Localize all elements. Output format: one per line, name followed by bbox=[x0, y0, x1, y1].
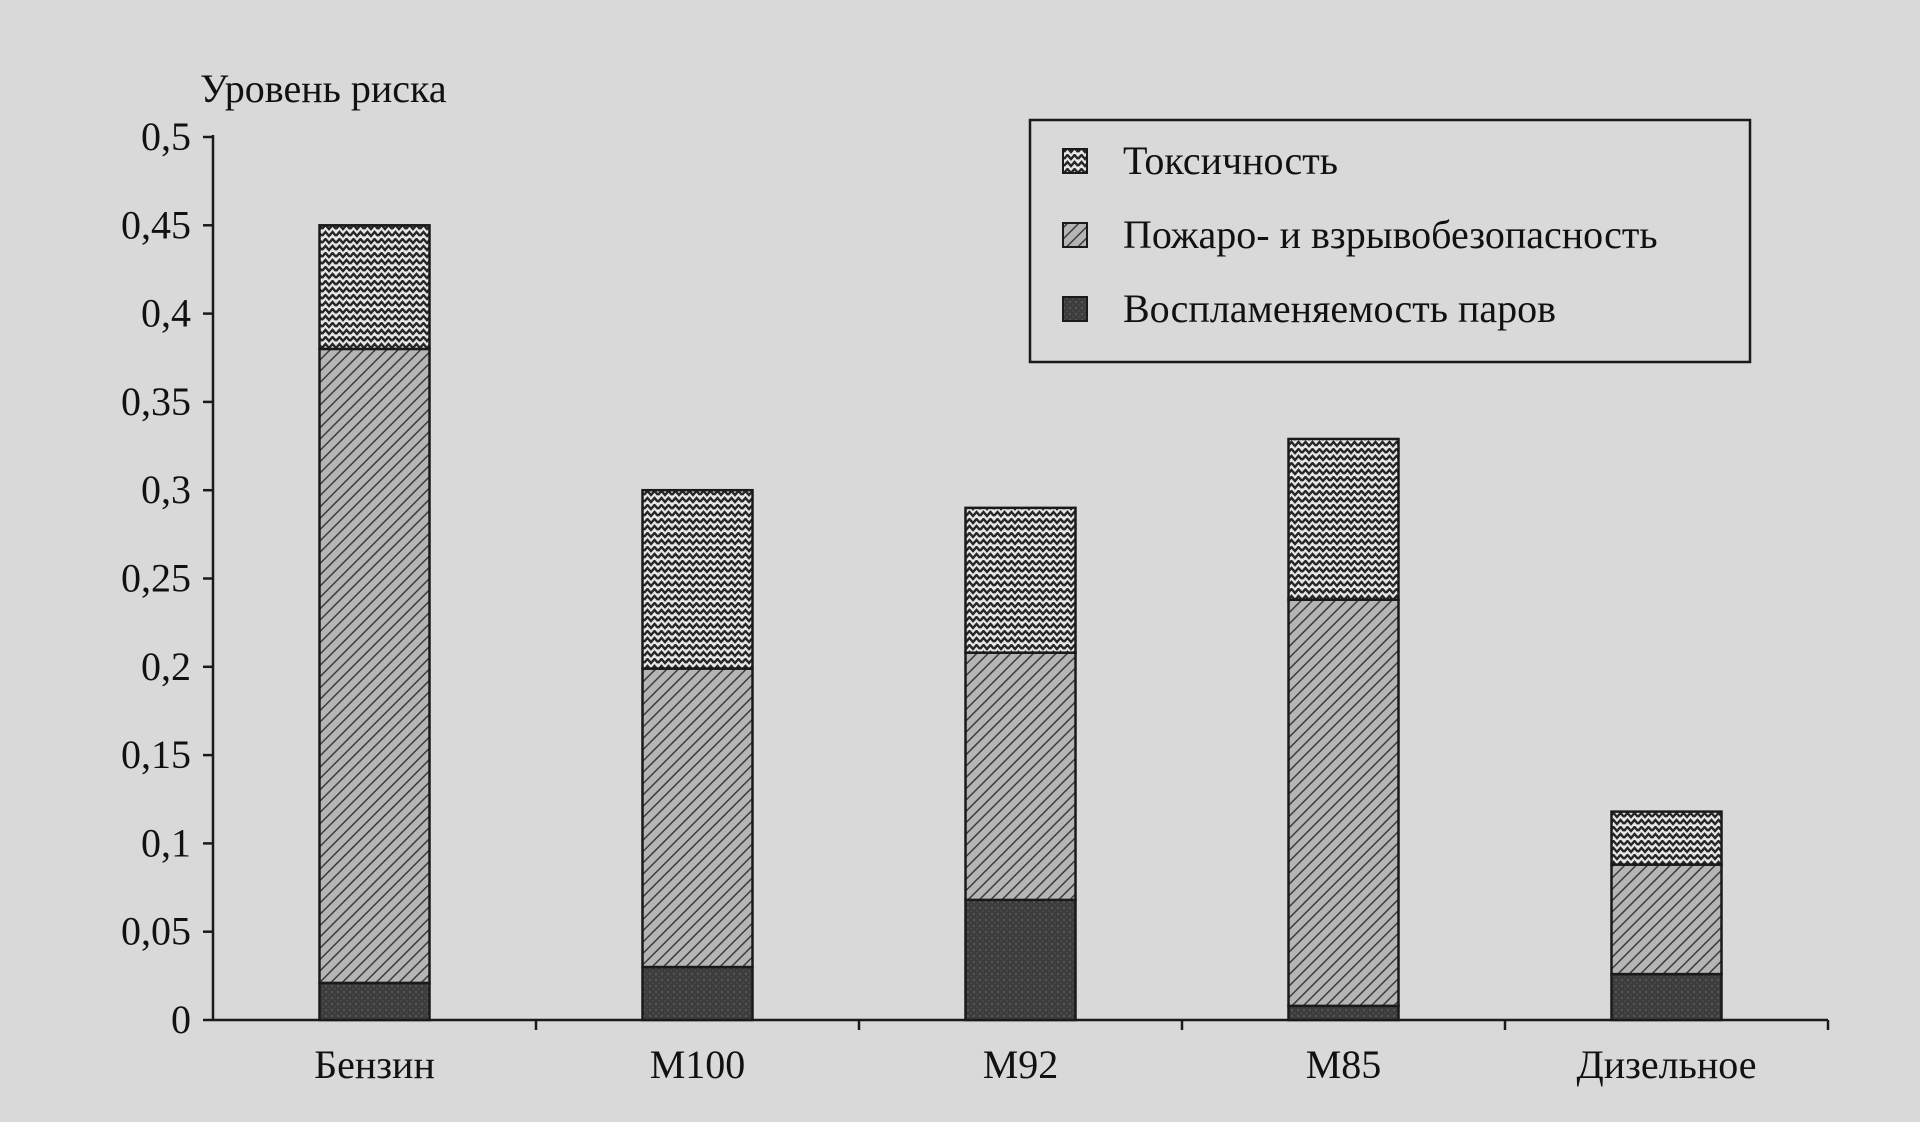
bar-segment bbox=[318, 981, 431, 1022]
y-tick-label: 0,25 bbox=[121, 556, 191, 601]
bar-segment bbox=[1610, 972, 1723, 1022]
bar-segment bbox=[964, 506, 1077, 654]
y-tick-label: 0,15 bbox=[121, 732, 191, 777]
legend-items: Токсичность Пожаро- и взрывобезопасность В… bbox=[1062, 138, 1658, 331]
y-tick-label: 0,5 bbox=[141, 114, 191, 159]
bar-segment bbox=[964, 651, 1077, 902]
y-tick-label: 0,35 bbox=[121, 379, 191, 424]
legend-swatch bbox=[1062, 222, 1088, 248]
bar-segment bbox=[964, 898, 1077, 1022]
legend: Токсичность Пожаро- и взрывобезопасность В… bbox=[1028, 118, 1752, 364]
legend-label: Пожаро- и взрывобезопасность bbox=[1123, 212, 1658, 257]
bar-segment bbox=[1287, 598, 1400, 1008]
bar-segment bbox=[641, 488, 754, 670]
bar-segment bbox=[641, 965, 754, 1022]
y-tick-label: 0,4 bbox=[141, 291, 191, 336]
y-tick-label: 0,1 bbox=[141, 820, 191, 865]
y-tick-labels: 0 0,05 0,1 0,15 0,2 0,25 0,3 0,35 0,4 0,45 0,5 bbox=[121, 114, 191, 1042]
x-tick-label: Бензин bbox=[314, 1042, 435, 1087]
bar-segment bbox=[1287, 1004, 1400, 1022]
legend-label: Воспламеняемость паров bbox=[1123, 286, 1556, 331]
bar-segment bbox=[1610, 810, 1723, 866]
legend-label: Токсичность bbox=[1123, 138, 1338, 183]
bar-segment bbox=[318, 347, 431, 985]
legend-swatch bbox=[1062, 296, 1088, 322]
bars-layer bbox=[318, 224, 1723, 1022]
x-tick-labels: Бензин М100 М92 М85 Дизельное bbox=[314, 1042, 1756, 1087]
x-tick-label: М100 bbox=[650, 1042, 746, 1087]
x-tick-label: М85 bbox=[1306, 1042, 1382, 1087]
legend-box bbox=[1028, 118, 1752, 364]
bar-segment bbox=[1610, 863, 1723, 976]
y-axis-title: Уровень риска bbox=[200, 66, 447, 111]
x-tick-label: М92 bbox=[983, 1042, 1059, 1087]
bar-segment bbox=[641, 667, 754, 969]
y-tick-label: 0,45 bbox=[121, 202, 191, 247]
bar-segment bbox=[1287, 437, 1400, 601]
y-tick-label: 0,2 bbox=[141, 644, 191, 689]
x-tick-label: Дизельное bbox=[1576, 1042, 1756, 1087]
bar-segment bbox=[318, 224, 431, 351]
y-tick-label: 0 bbox=[171, 997, 191, 1042]
legend-swatch bbox=[1062, 148, 1088, 174]
y-tick-label: 0,3 bbox=[141, 467, 191, 512]
y-tick-label: 0,05 bbox=[121, 909, 191, 954]
